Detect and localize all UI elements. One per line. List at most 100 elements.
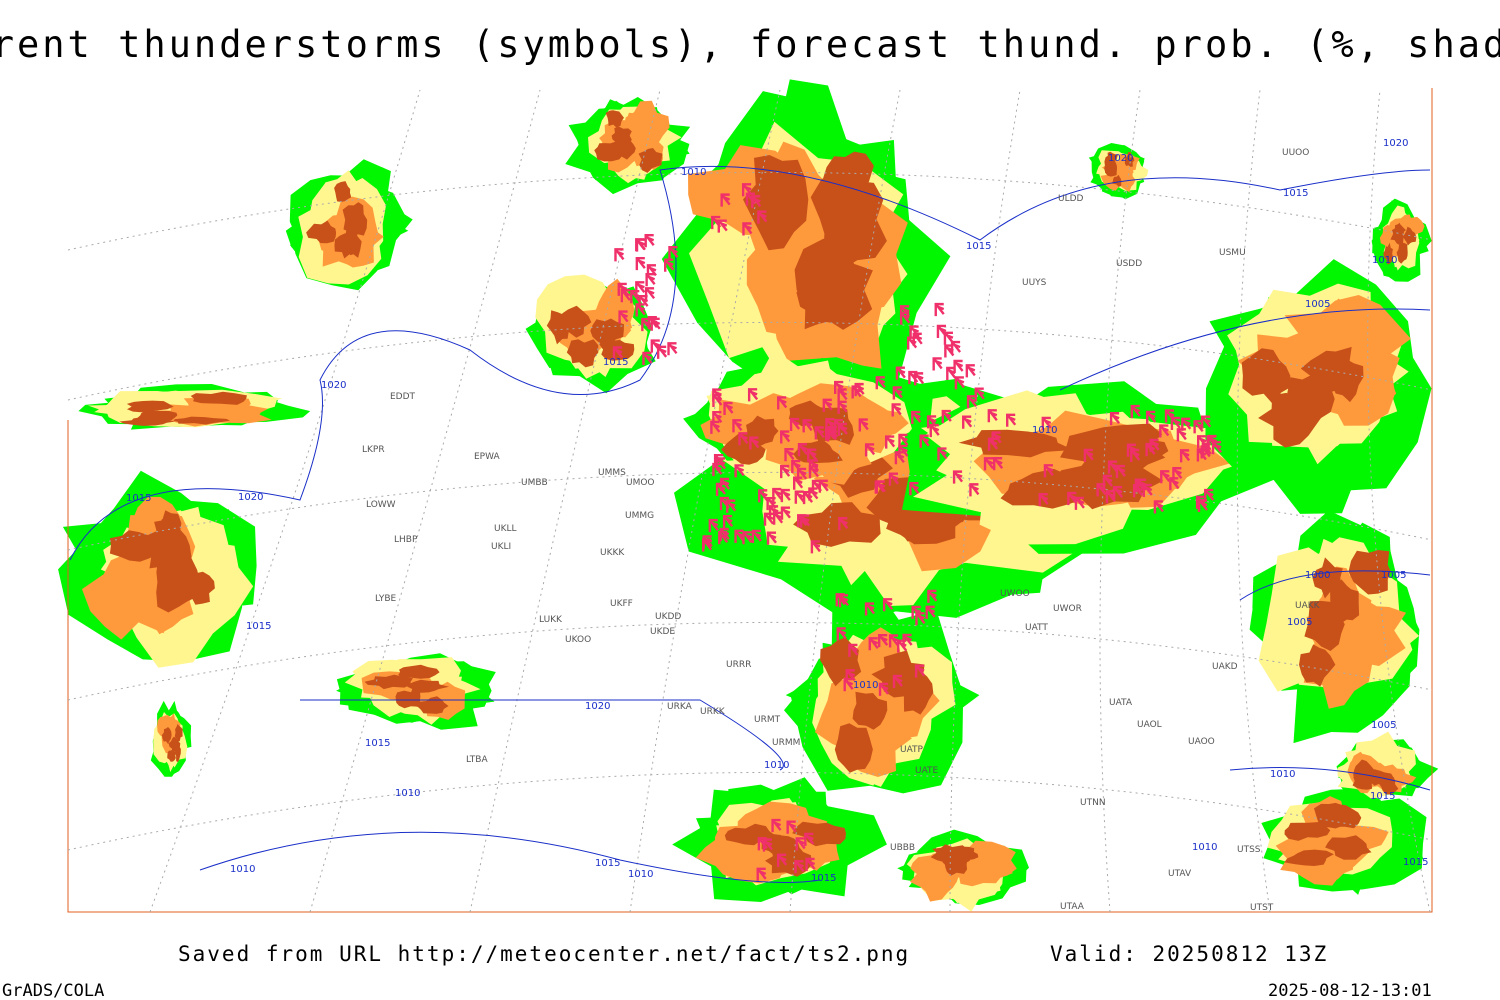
thunderstorm-symbol [911, 605, 922, 619]
station-label: UAOO [1188, 737, 1215, 747]
shade-c8511a [1284, 822, 1331, 841]
isobar-label: 1015 [603, 357, 628, 368]
station-label: UBBB [890, 843, 915, 853]
shade-c8511a [955, 846, 979, 861]
station-label: LKPR [362, 445, 385, 455]
isobar [69, 165, 1431, 561]
thunderstorm-symbol [837, 388, 848, 402]
valid: Valid: 20250812 13Z [1050, 942, 1328, 966]
isobar-label: 1010 [1032, 425, 1057, 436]
thunderstorm-symbol [897, 639, 908, 653]
thunderstorm-symbol [826, 428, 837, 442]
shade-c8511a [793, 502, 881, 547]
isobar-label: 1010 [853, 680, 878, 691]
shade-c8511a [173, 416, 230, 425]
shade-c8511a [903, 669, 934, 715]
thunderstorm-symbol [858, 418, 869, 432]
shade-c8511a [1383, 242, 1394, 265]
isobar-label: 1010 [230, 864, 255, 875]
thunderstorm-symbol [641, 317, 652, 332]
isobar-label: 1005 [1305, 299, 1330, 310]
shade-c8511a [182, 571, 215, 605]
thunderstorm-symbol [941, 409, 952, 424]
thunderstorm-symbol [974, 387, 985, 401]
thunderstorm-symbol [757, 837, 768, 851]
shade-c8511a [1312, 557, 1343, 599]
isobar-label: 1015 [1370, 791, 1395, 802]
thunderstorm-symbol [1041, 416, 1052, 430]
thunderstorm-symbol [635, 238, 646, 252]
thunderstorm-symbol [708, 518, 719, 533]
shade-c8511a [942, 856, 963, 870]
thunderstorm-symbol [795, 837, 806, 851]
station-label: UKOO [565, 635, 591, 645]
station-label: UKDD [655, 612, 681, 622]
thunderstorm-symbol [1067, 491, 1078, 506]
thunderstorm-symbol [1204, 488, 1215, 503]
thunderstorm-symbol [966, 395, 978, 409]
thunderstorm-symbol [1083, 448, 1094, 462]
station-label: ULDD [1058, 194, 1084, 204]
thunderstorm-symbol [822, 398, 833, 412]
thunderstorm-symbol [925, 605, 936, 619]
station-label: UMMS [598, 468, 626, 478]
station-label: URRR [726, 660, 751, 670]
thunderstorm-symbol [1169, 477, 1180, 491]
thunderstorm-symbol [892, 674, 903, 689]
shade-c8511a [1403, 226, 1417, 246]
isobar [1059, 308, 1431, 791]
thunderstorm-symbol [711, 215, 722, 230]
station-label: UMBB [521, 478, 548, 488]
thunderstorm-symbol [943, 331, 954, 345]
thunderstorm-symbol [952, 470, 964, 484]
thunderstorm-symbol [780, 506, 791, 520]
isobar-label: 1015 [365, 738, 390, 749]
isobar-label: 1020 [1108, 153, 1133, 164]
thunderstorm-symbol [612, 346, 623, 360]
thunderstorm-symbol [909, 482, 920, 496]
graticule [1367, 89, 1431, 913]
thunderstorm-symbol [638, 294, 649, 309]
thunderstorm-symbol [644, 287, 656, 301]
thunderstorm-symbol [1176, 428, 1187, 442]
shade-c8511a [1348, 550, 1391, 595]
thunderstorm-symbol [804, 832, 815, 846]
thunderstorm-symbol [902, 633, 913, 648]
isobar-label: 1010 [1270, 769, 1295, 780]
shade-c8511a [1325, 835, 1372, 860]
thunderstorm-symbol [909, 325, 920, 339]
thunderstorm-symbol [814, 426, 825, 440]
graticule [789, 89, 901, 913]
thunderstorm-symbol [838, 594, 849, 608]
station-label: UAKK [1295, 601, 1321, 611]
thunderstorm-symbol [919, 434, 930, 448]
thunderstorm-symbol [720, 193, 731, 207]
thunderstorm-symbol [738, 432, 749, 446]
shade-c8511a [306, 220, 337, 244]
shade-c8511a [822, 151, 874, 209]
graticule [469, 89, 661, 913]
thunderstorm-symbol [965, 364, 976, 378]
thunderstorm-symbol [644, 234, 655, 248]
thunderstorm-symbol [786, 820, 797, 834]
thunderstorm-symbol [868, 637, 879, 651]
shade-c8511a [1332, 357, 1364, 403]
thunderstorm-symbol [772, 487, 783, 502]
shade-c8511a [796, 259, 844, 325]
thunderstorm-symbol [758, 489, 769, 503]
station-label: LHBP [394, 535, 418, 545]
thunderstorm-symbol [927, 589, 938, 603]
thunderstorm-symbol [838, 517, 849, 531]
station-label: LTBA [466, 755, 488, 765]
thunderstorm-symbol [745, 192, 756, 206]
thunderstorm-symbol [953, 359, 964, 374]
thunderstorm-symbol [899, 305, 911, 319]
thunderstorm-symbol [992, 457, 1004, 471]
thunderstorm-symbol [732, 419, 743, 433]
thunderstorm-symbol [722, 515, 734, 529]
isobar-label: 1005 [1287, 617, 1312, 628]
shade-c8511a [590, 318, 624, 346]
thunderstorm-symbol [864, 443, 876, 457]
